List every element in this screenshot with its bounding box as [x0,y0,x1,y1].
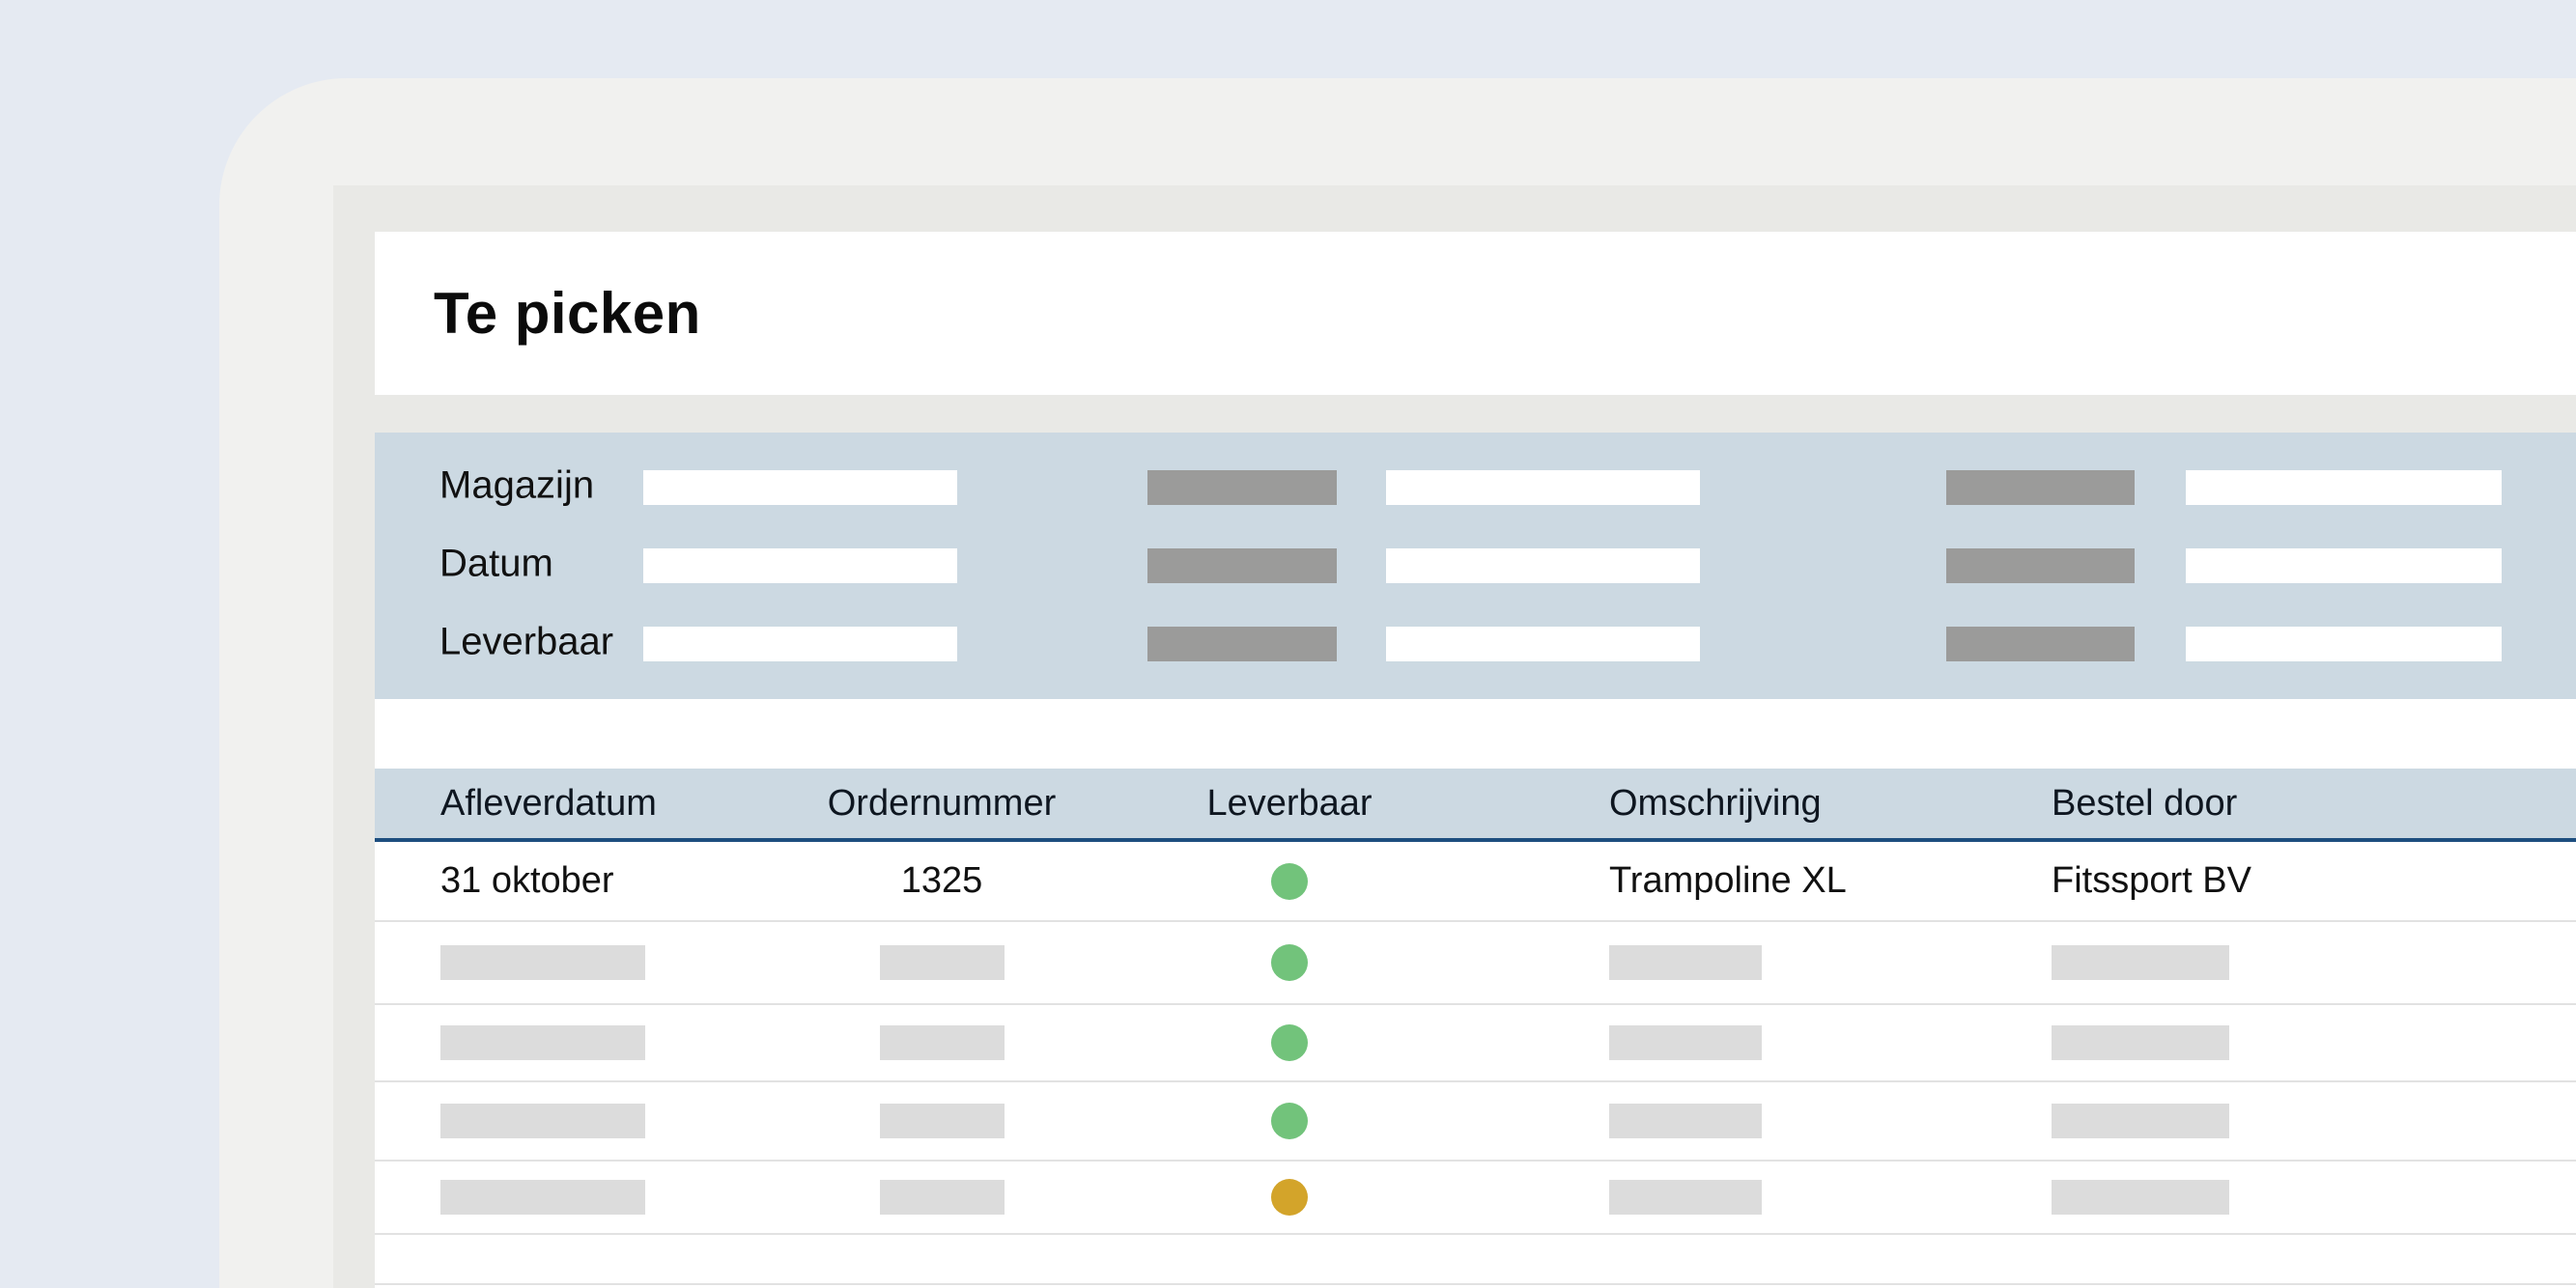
placeholder-bar [440,945,645,980]
filter-placeholder-button[interactable] [1147,470,1337,505]
placeholder-bar [440,1104,645,1138]
page-title: Te picken [434,281,701,346]
datum-label: Datum [439,542,553,585]
filter-input-2[interactable] [1386,548,1700,583]
leverbaar-input[interactable] [643,627,957,661]
placeholder-bar [879,1025,1005,1060]
cell-omschrijving: Trampoline XL [1609,860,1847,901]
window-frame-outer: Te picken Magazijn Datum [219,78,2576,1288]
placeholder-bar [879,945,1005,980]
placeholder-bar [2052,945,2229,980]
filter-input-3[interactable] [2186,548,2502,583]
filter-input-2[interactable] [1386,470,1700,505]
table-row-empty [375,1235,2576,1285]
table-row[interactable] [375,922,2576,1005]
filter-row-datum: Datum [375,543,2576,585]
filter-placeholder-button[interactable] [1147,627,1337,661]
table-row[interactable]: 31 oktober 1325 Trampoline XL Fitssport … [375,842,2576,922]
placeholder-bar [440,1025,645,1060]
filter-row-magazijn: Magazijn [375,464,2576,507]
filter-input-3[interactable] [2186,627,2502,661]
placeholder-bar [879,1180,1005,1215]
filter-placeholder-button[interactable] [1946,470,2135,505]
placeholder-bar [440,1180,645,1215]
column-header-leverbaar[interactable]: Leverbaar [1206,782,1373,824]
filter-placeholder-button[interactable] [1946,627,2135,661]
window-frame-inner: Te picken Magazijn Datum [333,185,2576,1288]
status-dot [1271,1103,1308,1139]
filter-placeholder-button[interactable] [1147,548,1337,583]
status-dot [1271,1024,1308,1061]
filter-placeholder-button[interactable] [1946,548,2135,583]
status-dot [1271,944,1308,981]
placeholder-bar [879,1104,1005,1138]
cell-afleverdatum: 31 oktober [440,860,614,901]
column-header-omschrijving[interactable]: Omschrijving [1609,782,1822,824]
title-card: Te picken [375,232,2576,395]
table-row[interactable] [375,1005,2576,1082]
column-header-ordernummer[interactable]: Ordernummer [827,782,1057,824]
magazijn-label: Magazijn [439,463,595,507]
placeholder-bar [2052,1025,2229,1060]
column-header-bestel-door[interactable]: Bestel door [2052,782,2238,824]
orders-table: Afleverdatum Ordernummer Leverbaar Omsch… [375,699,2576,1288]
filter-input-3[interactable] [2186,470,2502,505]
filter-panel: Magazijn Datum Leverbaar [375,433,2576,699]
filter-input-2[interactable] [1386,627,1700,661]
table-header-row: Afleverdatum Ordernummer Leverbaar Omsch… [375,769,2576,842]
status-dot [1271,1179,1308,1216]
placeholder-bar [1609,1104,1762,1138]
datum-input[interactable] [643,548,957,583]
placeholder-bar [2052,1180,2229,1215]
table-row[interactable] [375,1162,2576,1235]
filter-row-leverbaar: Leverbaar [375,621,2576,663]
magazijn-input[interactable] [643,470,957,505]
leverbaar-label: Leverbaar [439,620,614,663]
column-header-afleverdatum[interactable]: Afleverdatum [440,782,657,824]
placeholder-bar [2052,1104,2229,1138]
cell-bestel-door: Fitssport BV [2052,860,2251,901]
cell-ordernummer: 1325 [900,860,983,901]
placeholder-bar [1609,1025,1762,1060]
placeholder-bar [1609,945,1762,980]
table-row[interactable] [375,1082,2576,1162]
placeholder-bar [1609,1180,1762,1215]
status-dot [1271,862,1308,900]
